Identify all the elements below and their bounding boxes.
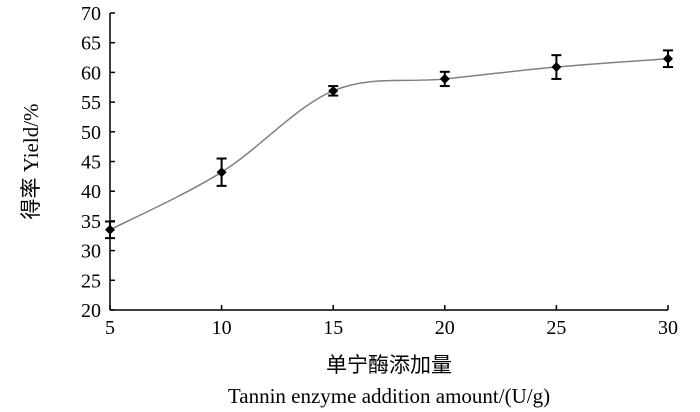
x-axis-title-en: Tannin enzyme addition amount/(U/g) (228, 384, 550, 408)
x-ticks: 5 10 15 20 25 30 (105, 305, 678, 339)
y-tick-label: 55 (81, 92, 101, 114)
data-point (216, 167, 227, 178)
y-tick-label: 35 (81, 211, 101, 233)
y-tick-label: 30 (81, 241, 101, 263)
y-axis-title: 得率 Yield/% (19, 103, 43, 219)
data-point (439, 73, 450, 84)
x-tick-label: 15 (323, 317, 343, 339)
x-tick-label: 30 (658, 317, 678, 339)
data-markers (105, 53, 673, 235)
x-tick-label: 10 (212, 317, 232, 339)
data-point (551, 62, 562, 73)
data-point (105, 224, 115, 235)
series-line (109, 57, 669, 231)
y-ticks: 20 25 30 35 40 45 50 55 60 65 70 (81, 3, 115, 322)
y-tick-label: 60 (81, 62, 101, 84)
x-axis-title-cn: 单宁酶添加量 (326, 353, 452, 377)
axes (109, 13, 668, 311)
y-tick-label: 70 (81, 3, 101, 25)
y-tick-label: 50 (81, 122, 101, 144)
x-tick-label: 25 (546, 317, 566, 339)
y-tick-label: 40 (81, 181, 101, 203)
data-point (328, 85, 339, 96)
error-bars (105, 49, 673, 240)
data-point (663, 53, 673, 64)
y-tick-label: 20 (81, 300, 101, 322)
y-tick-label: 65 (81, 33, 101, 55)
x-tick-label: 5 (105, 317, 115, 339)
y-tick-label: 25 (81, 270, 101, 292)
y-tick-label: 45 (81, 152, 101, 174)
x-tick-label: 20 (435, 317, 455, 339)
